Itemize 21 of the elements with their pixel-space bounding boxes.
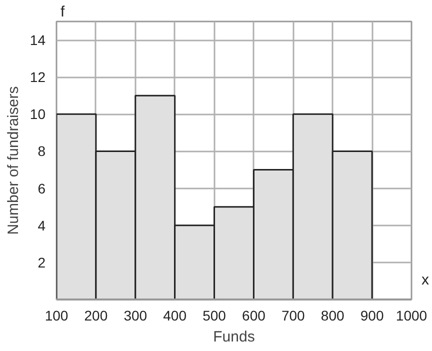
x-axis-title: Funds — [213, 328, 255, 346]
x-tick-label: 200 — [84, 308, 108, 324]
x-tick-label: 100 — [44, 308, 68, 324]
y-tick-label: 10 — [30, 106, 46, 122]
x-tick-label: 900 — [360, 308, 384, 324]
x-tick-label: 600 — [242, 308, 266, 324]
x-tick-label: 1000 — [396, 308, 428, 324]
x-tick-label: 300 — [124, 308, 148, 324]
x-tick-label: 500 — [202, 308, 226, 324]
y-tick-label: 14 — [30, 32, 46, 48]
y-tick-label: 8 — [38, 143, 46, 160]
y-tick-label: 12 — [30, 69, 46, 86]
text: x — [422, 272, 430, 289]
x-tick-label: 700 — [281, 308, 306, 324]
y-tick-label: 6 — [38, 180, 46, 196]
y-tick-label: 4 — [38, 217, 46, 234]
x-tick-label: 800 — [320, 308, 345, 324]
x-tick-label: 400 — [163, 308, 187, 324]
y-tick-label: 2 — [38, 254, 46, 270]
y-axis-title: Number of fundraisers — [4, 86, 22, 235]
text: f — [60, 4, 66, 20]
